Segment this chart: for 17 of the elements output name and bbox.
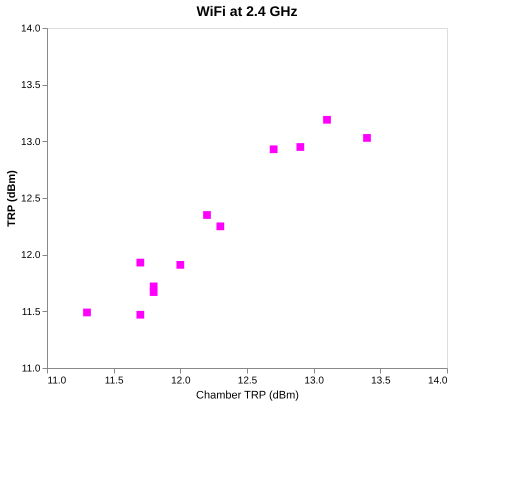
y-tick-label: 12.0 (21, 250, 41, 262)
x-tick-label: 11.5 (104, 376, 124, 386)
x-tick-label: 12.0 (171, 376, 191, 386)
x-tick-label: 12.5 (238, 376, 258, 386)
x-tick-label: 13.5 (371, 376, 391, 386)
x-tick-label: 14.0 (428, 376, 448, 386)
y-tick-label: 12.5 (21, 194, 41, 204)
x-tick-label: 11.0 (48, 376, 67, 386)
y-axis-title: TRP (dBm) (6, 170, 18, 227)
y-tick-label: 11.0 (22, 364, 41, 374)
y-tick-label: 13.5 (21, 80, 41, 92)
y-tick-label: 14.0 (21, 24, 41, 34)
y-tick-label: 11.5 (22, 306, 41, 318)
chart-title: WiFi at 2.4 GHz (196, 3, 298, 19)
x-tick-label: 13.0 (304, 376, 324, 386)
x-axis-title: Chamber TRP (dBm) (196, 390, 299, 402)
y-tick-label: 13.0 (21, 136, 41, 148)
